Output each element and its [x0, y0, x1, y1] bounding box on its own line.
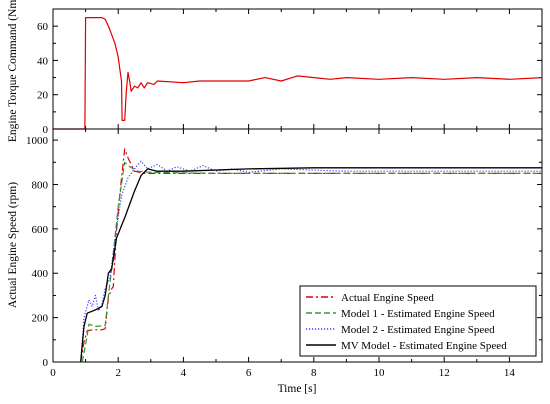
x-tick-label: 4 [181, 367, 187, 379]
top-ylabel: Engine Torque Command (Nm) [7, 0, 19, 142]
bottom-y-tick-label: 400 [32, 268, 49, 280]
bottom-y-tick-label: 0 [43, 357, 49, 369]
bottom-series-line-3 [80, 167, 542, 363]
legend-box [299, 285, 537, 357]
bottom-series-line-2 [80, 160, 542, 363]
x-tick-label: 10 [374, 367, 386, 379]
x-tick-label: 12 [439, 367, 450, 379]
legend-label-2: Model 2 - Estimated Engine Speed [341, 324, 495, 336]
bottom-y-tick-label: 600 [32, 224, 49, 236]
top-y-tick-label: 0 [43, 124, 49, 136]
bottom-plot-frame [52, 128, 543, 363]
legend: Actual Engine Speed Model 1 - Estimated E… [299, 285, 537, 357]
legend-label-3: MV Model - Estimated Engine Speed [341, 340, 507, 352]
legend-label-1: Model 1 - Estimated Engine Speed [341, 308, 495, 320]
bottom-ylabel: Actual Engine Speed (rpm) [7, 182, 19, 308]
top-series-line-0 [53, 17, 543, 130]
top-y-tick-label: 40 [37, 55, 49, 67]
x-tick-label: 6 [246, 367, 252, 379]
bottom-series-line-1 [81, 161, 542, 363]
x-tick-label: 0 [50, 367, 56, 379]
top-y-tick-label: 20 [37, 90, 49, 102]
top-plot-frame [52, 8, 543, 130]
bottom-series-line-0 [80, 148, 542, 363]
bottom-y-tick-label: 1000 [26, 135, 49, 147]
top-y-tick-label: 60 [37, 21, 49, 33]
legend-label-0: Actual Engine Speed [341, 292, 434, 304]
bottom-y-tick-label: 800 [32, 179, 49, 191]
bottom-y-tick-label: 200 [32, 313, 49, 325]
x-axis-label: Time [s] [278, 383, 317, 395]
bottom-panel: 0 2 4 6 8 10 12 14 0 200 400 600 800 1000 Actual Engi… [7, 128, 543, 395]
top-panel: 0 20 40 60 Engine Torque Command (Nm) [7, 0, 543, 142]
x-tick-label: 2 [115, 367, 121, 379]
x-tick-label: 8 [311, 367, 317, 379]
x-tick-label: 14 [504, 367, 516, 379]
